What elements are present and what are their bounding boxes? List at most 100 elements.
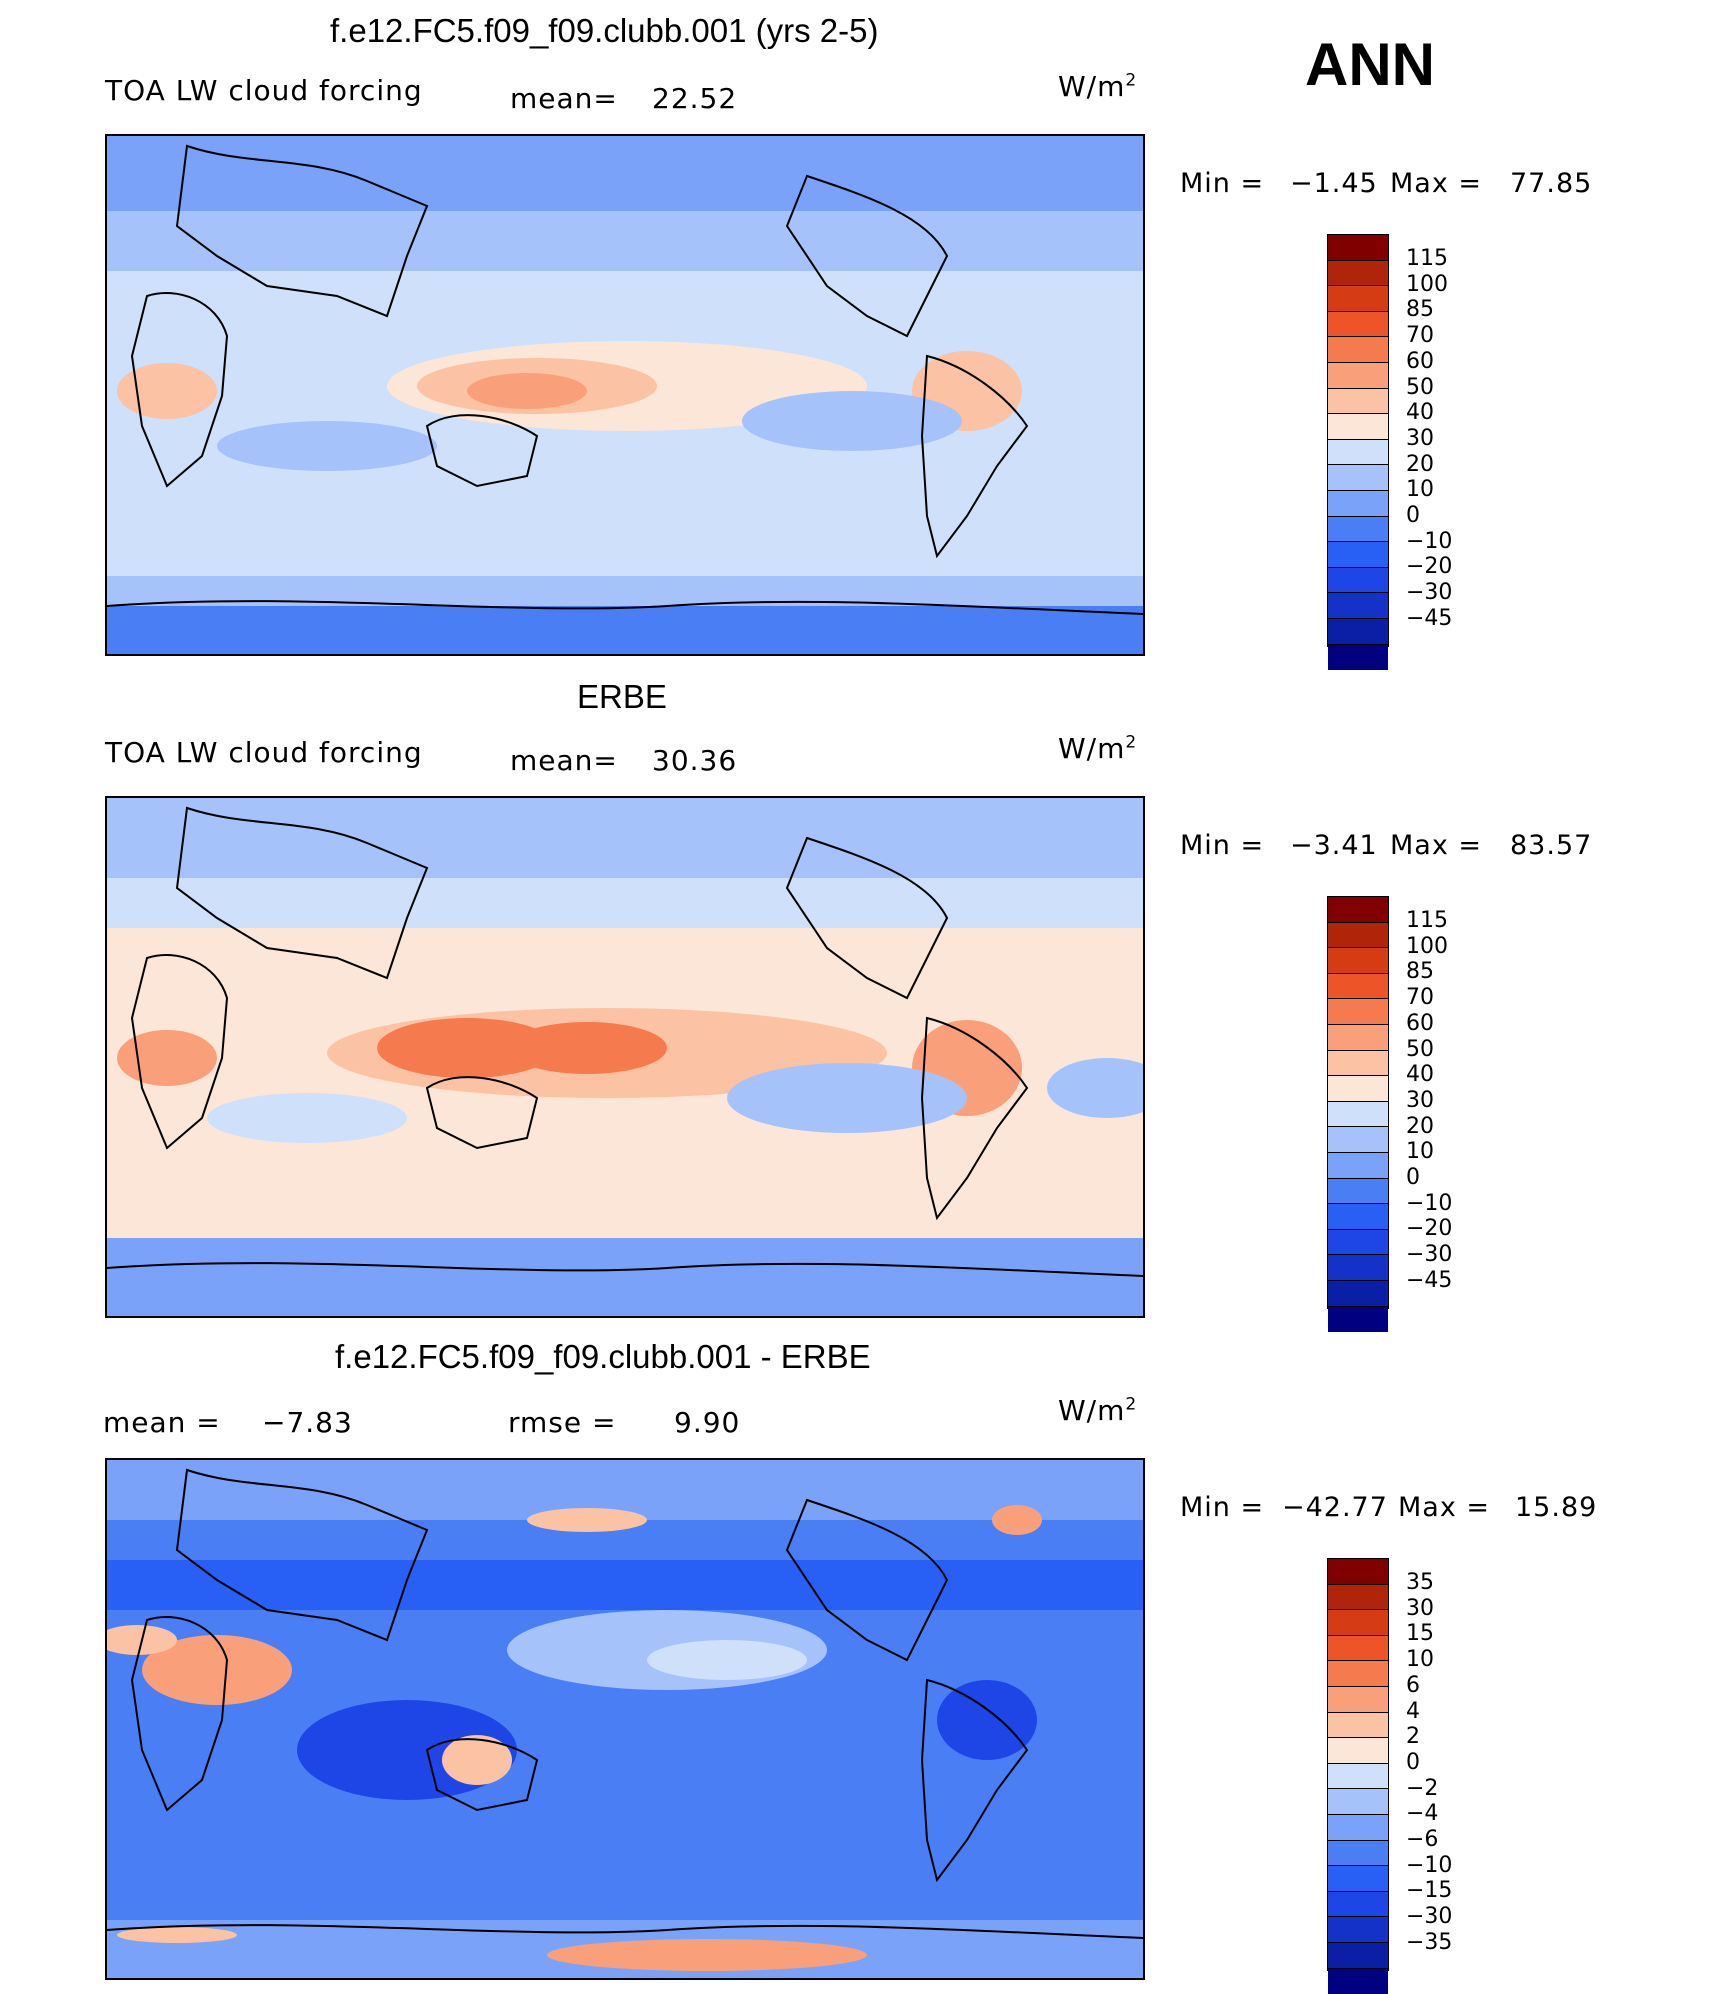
panel1-warm-pool-core	[467, 373, 587, 409]
panel2-east-pacific-dry	[727, 1063, 967, 1133]
colorbar-level-label: −10	[1406, 1855, 1452, 1877]
colorbar-level-label: 0	[1406, 1167, 1420, 1189]
colorbar-swatch	[1328, 261, 1388, 287]
colorbar-level-label: −10	[1406, 531, 1452, 553]
colorbar-level-label: 2	[1406, 1726, 1420, 1748]
colorbar-level-label: 30	[1406, 428, 1434, 450]
colorbar-level-label: −30	[1406, 582, 1452, 604]
colorbar-swatch	[1328, 1230, 1388, 1256]
colorbar-level-label: 30	[1406, 1090, 1434, 1112]
colorbar-swatch	[1328, 389, 1388, 415]
panel2-min-value: −3.41	[1290, 830, 1378, 861]
colorbar-swatch	[1328, 1866, 1388, 1892]
colorbar-swatch	[1328, 1713, 1388, 1739]
colorbar-level-label: 85	[1406, 299, 1434, 321]
colorbar-swatch	[1328, 465, 1388, 491]
colorbar-swatch	[1328, 1661, 1388, 1687]
colorbar-swatch	[1328, 1636, 1388, 1662]
colorbar-swatch	[1328, 897, 1388, 923]
panel1-max-value: 77.85	[1510, 168, 1592, 199]
colorbar-level-label: −15	[1406, 1880, 1452, 1902]
colorbar-swatch	[1328, 414, 1388, 440]
colorbar-level-label: 0	[1406, 505, 1420, 527]
panel1-min-value: −1.45	[1290, 168, 1378, 199]
colorbar-swatch	[1328, 1559, 1388, 1585]
colorbar-swatch	[1328, 363, 1388, 389]
colorbar-swatch	[1328, 1102, 1388, 1128]
panel3-colorbar	[1327, 1558, 1389, 1971]
colorbar-level-label: 6	[1406, 1675, 1420, 1697]
panel1-max-label: Max =	[1390, 168, 1482, 199]
panel1-indian-ocean-dry	[217, 421, 437, 471]
panel3-antarctica-excess	[547, 1939, 867, 1971]
colorbar-swatch	[1328, 286, 1388, 312]
panel2-mean-label: mean=	[510, 744, 618, 777]
colorbar-level-label: 115	[1406, 910, 1448, 932]
panel1-colorbar	[1327, 234, 1389, 647]
panel1-east-pacific-dry	[742, 391, 962, 451]
colorbar-level-label: 4	[1406, 1701, 1420, 1723]
colorbar-level-label: −20	[1406, 1218, 1452, 1240]
colorbar-swatch	[1328, 1076, 1388, 1102]
colorbar-level-label: 70	[1406, 325, 1434, 347]
panel3-arctic-excess	[527, 1508, 647, 1532]
season-label: ANN	[1305, 30, 1435, 99]
colorbar-level-label: 100	[1406, 274, 1448, 296]
colorbar-swatch	[1328, 1585, 1388, 1611]
colorbar-level-label: 20	[1406, 1116, 1434, 1138]
colorbar-swatch	[1328, 517, 1388, 543]
panel3-north-pacific-core	[647, 1640, 807, 1680]
panel2-colorbar	[1327, 896, 1389, 1309]
colorbar-level-label: 50	[1406, 1039, 1434, 1061]
colorbar-swatch	[1328, 619, 1388, 645]
panel2-africa-convection	[117, 1030, 217, 1086]
colorbar-swatch	[1328, 542, 1388, 568]
colorbar-swatch	[1328, 1841, 1388, 1867]
panel2-midlat-band-n	[107, 878, 1143, 928]
panel3-mean-value: −7.83	[262, 1406, 353, 1439]
colorbar-level-label: −4	[1406, 1803, 1438, 1825]
panel2-title: ERBE	[577, 678, 667, 716]
panel2-arctic-band	[107, 798, 1143, 878]
colorbar-swatch	[1328, 312, 1388, 338]
panel1-arctic-band	[107, 136, 1143, 211]
panel2-variable-label: TOA LW cloud forcing	[105, 736, 423, 769]
colorbar-swatch	[1328, 1204, 1388, 1230]
colorbar-level-label: 20	[1406, 454, 1434, 476]
colorbar-level-label: 100	[1406, 936, 1448, 958]
colorbar-swatch	[1328, 337, 1388, 363]
colorbar-level-label: 10	[1406, 1649, 1434, 1671]
colorbar-swatch	[1328, 1255, 1388, 1281]
colorbar-swatch	[1328, 1127, 1388, 1153]
panel3-greenland-excess	[992, 1505, 1042, 1535]
colorbar-level-label: −45	[1406, 608, 1452, 630]
panel1-variable-label: TOA LW cloud forcing	[105, 74, 423, 107]
colorbar-level-label: −6	[1406, 1829, 1438, 1851]
colorbar-swatch	[1328, 1738, 1388, 1764]
panel3-max-value: 15.89	[1515, 1492, 1597, 1523]
panel3-title: f.e12.FC5.f09_f09.clubb.001 - ERBE	[335, 1338, 871, 1376]
colorbar-swatch	[1328, 440, 1388, 466]
colorbar-swatch	[1328, 491, 1388, 517]
panel2-antarctic-band	[107, 1238, 1143, 1316]
colorbar-swatch	[1328, 999, 1388, 1025]
panel3-mean-label: mean =	[103, 1406, 221, 1439]
panel3-antarctica-excess-west	[117, 1927, 237, 1943]
colorbar-swatch	[1328, 1789, 1388, 1815]
panel3-amazon-deficit	[937, 1680, 1037, 1760]
colorbar-swatch	[1328, 1281, 1388, 1307]
colorbar-level-label: 50	[1406, 377, 1434, 399]
panel1-title: f.e12.FC5.f09_f09.clubb.001 (yrs 2-5)	[330, 12, 878, 50]
panel1-midlat-band-n	[107, 211, 1143, 271]
panel3-midlat-band-n	[107, 1560, 1143, 1610]
panel2-units: W/m2	[1058, 732, 1137, 765]
colorbar-level-label: −35	[1406, 1932, 1452, 1954]
colorbar-swatch	[1328, 1179, 1388, 1205]
panel3-rmse-value: 9.90	[674, 1406, 740, 1439]
panel3-min-label: Min =	[1180, 1492, 1264, 1523]
colorbar-level-label: 60	[1406, 1013, 1434, 1035]
colorbar-swatch	[1328, 1969, 1388, 1994]
colorbar-level-label: 0	[1406, 1752, 1420, 1774]
panel3-map	[105, 1458, 1145, 1980]
